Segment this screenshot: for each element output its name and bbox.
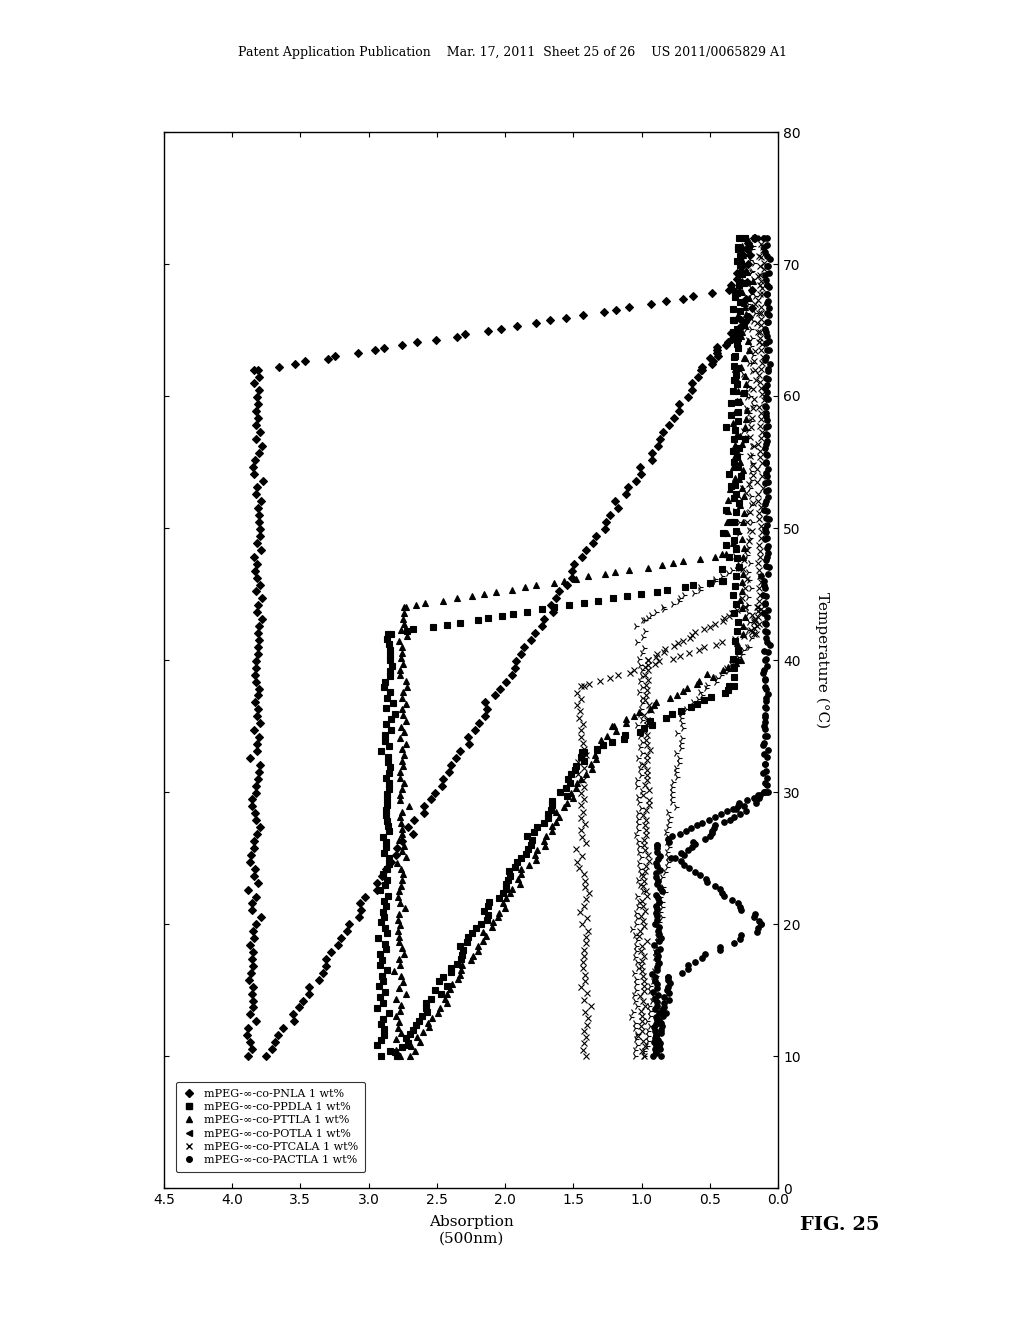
- Y-axis label: Temperature (°C): Temperature (°C): [815, 591, 829, 729]
- Legend: mPEG-∞-co-PNLA 1 wt%, mPEG-∞-co-PPDLA 1 wt%, mPEG-∞-co-PTTLA 1 wt%, mPEG-∞-co-PO: mPEG-∞-co-PNLA 1 wt%, mPEG-∞-co-PPDLA 1 …: [175, 1082, 366, 1172]
- Text: Patent Application Publication    Mar. 17, 2011  Sheet 25 of 26    US 2011/00658: Patent Application Publication Mar. 17, …: [238, 46, 786, 59]
- Text: FIG. 25: FIG. 25: [800, 1216, 880, 1234]
- X-axis label: Absorption
(500nm): Absorption (500nm): [429, 1216, 513, 1245]
